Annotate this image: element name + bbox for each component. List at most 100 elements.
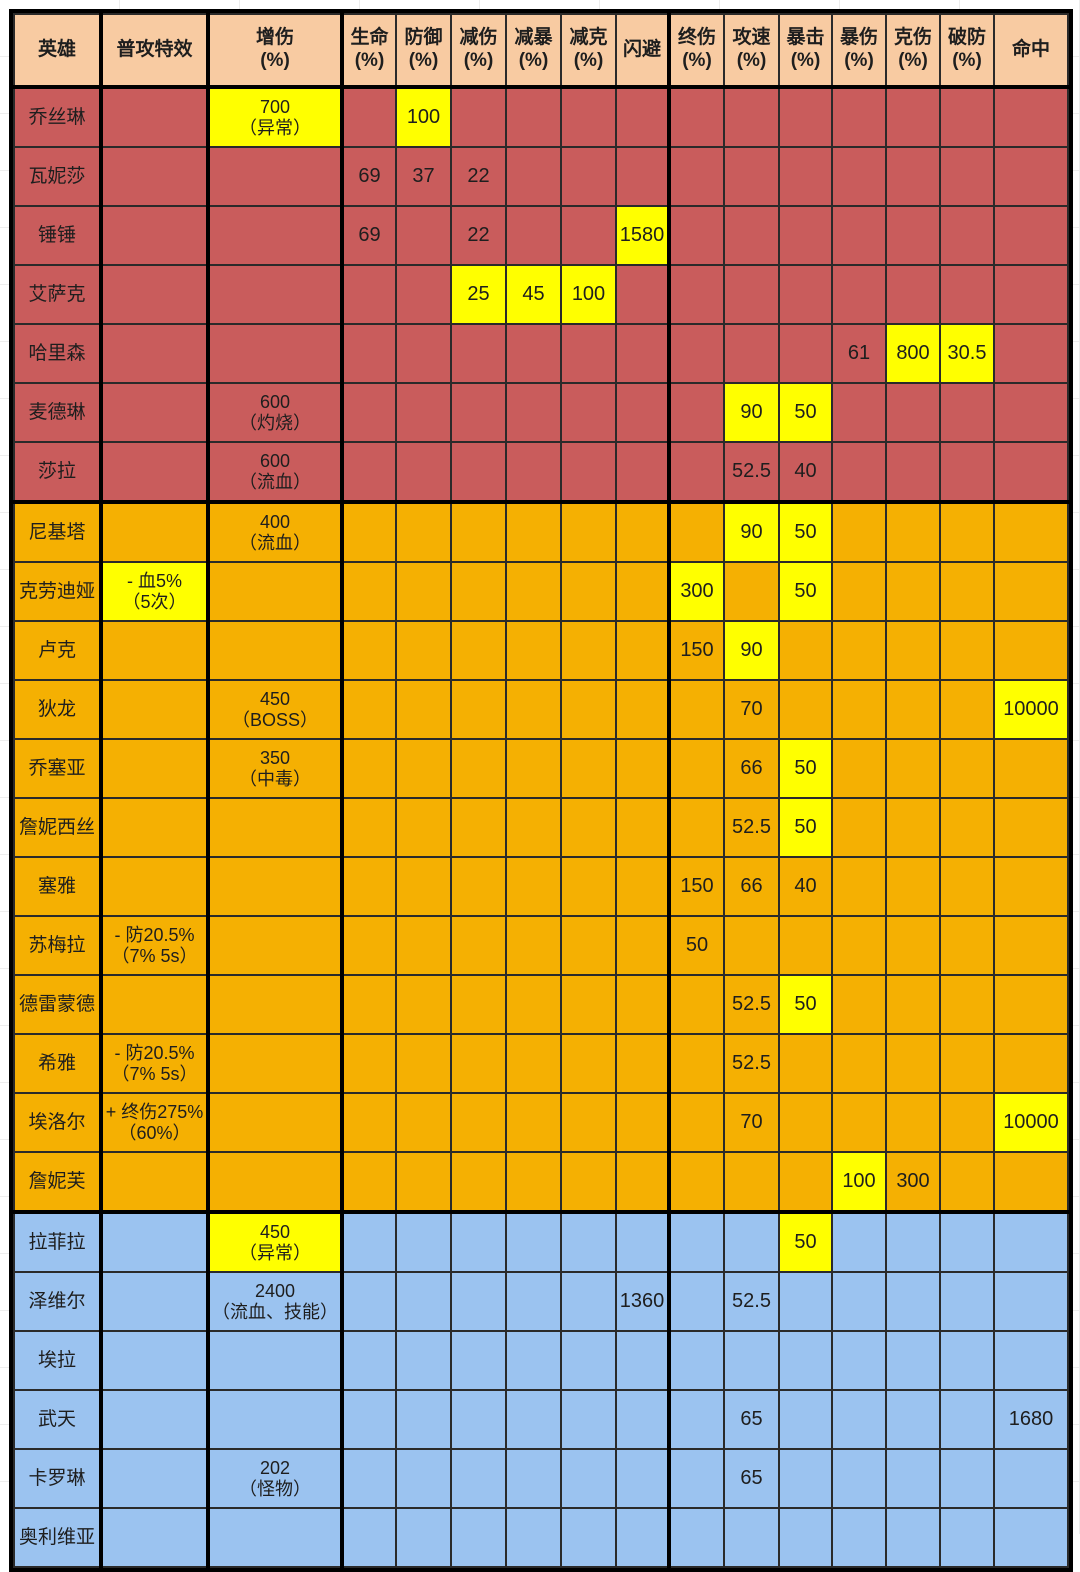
stat-cell (939, 1151, 995, 1213)
stat-cell (505, 1448, 562, 1509)
stat-cell (341, 1271, 397, 1332)
stat-cell (615, 441, 671, 503)
stat-cell (939, 264, 995, 325)
stat-cell (939, 146, 995, 207)
stat-cell (993, 974, 1069, 1035)
stat-cell (505, 500, 562, 563)
stat-cell (395, 205, 452, 266)
stat-cell (993, 1210, 1069, 1273)
column-header: 攻速 (%) (723, 13, 780, 88)
stat-cell (615, 323, 671, 384)
stat-cell (831, 561, 887, 622)
stat-cell (885, 1271, 941, 1332)
stat-cell (395, 974, 452, 1035)
stat-cell (939, 620, 995, 681)
stat-cell (450, 382, 507, 443)
stat-cell (450, 679, 507, 740)
stat-cell (885, 1448, 941, 1509)
stat-cell: 150 (668, 620, 725, 681)
stat-cell (831, 915, 887, 976)
stat-cell: 1680 (993, 1389, 1069, 1450)
stat-cell (450, 974, 507, 1035)
column-header: 防御 (%) (395, 13, 452, 88)
stat-cell (831, 85, 887, 148)
stat-cell (939, 1448, 995, 1509)
stat-cell: 90 (723, 620, 780, 681)
stat-cell (341, 561, 397, 622)
stat-cell (450, 1271, 507, 1332)
stat-cell (778, 205, 833, 266)
stat-cell (505, 974, 562, 1035)
hero-name-cell: 塞雅 (13, 856, 103, 917)
stat-cell: 1360 (615, 1271, 671, 1332)
stat-cell (341, 1210, 397, 1273)
stat-cell: 70 (723, 679, 780, 740)
effect-cell (100, 856, 210, 917)
stat-cell (885, 856, 941, 917)
stat-cell (831, 500, 887, 563)
stat-cell (341, 738, 397, 799)
stat-cell (207, 1330, 344, 1391)
effect-cell: - 血5% （5次） (100, 561, 210, 622)
hero-name-cell: 詹妮芙 (13, 1151, 103, 1213)
stat-cell: 50 (778, 382, 833, 443)
stat-cell (395, 1092, 452, 1153)
stat-cell (831, 264, 887, 325)
stat-cell (395, 1507, 452, 1568)
stat-cell (668, 1092, 725, 1153)
effect-cell (100, 1507, 210, 1568)
stat-cell: 65 (723, 1389, 780, 1450)
stat-cell (885, 1330, 941, 1391)
stat-cell (395, 561, 452, 622)
stat-cell (505, 382, 562, 443)
stat-cell (615, 500, 671, 563)
stat-cell (207, 1389, 344, 1450)
stat-cell (723, 146, 780, 207)
hero-name-cell: 詹妮西丝 (13, 797, 103, 858)
stat-cell (939, 974, 995, 1035)
stat-cell: 52.5 (723, 797, 780, 858)
hero-name-cell: 克劳迪娅 (13, 561, 103, 622)
stat-cell (993, 1151, 1069, 1213)
stat-cell (341, 915, 397, 976)
stat-cell (831, 974, 887, 1035)
table-row: 瓦妮莎 69 37 22 (13, 146, 1069, 207)
stat-cell (450, 738, 507, 799)
stat-cell (723, 205, 780, 266)
stat-cell: 600 （流血） (207, 441, 344, 503)
stat-cell (450, 1033, 507, 1094)
stat-cell (993, 1271, 1069, 1332)
column-header: 减暴 (%) (505, 13, 562, 88)
stat-cell (993, 205, 1069, 266)
stat-cell (939, 1033, 995, 1094)
stat-cell (560, 974, 617, 1035)
hero-name-cell: 卡罗琳 (13, 1448, 103, 1509)
stat-cell (885, 264, 941, 325)
stat-cell (560, 1210, 617, 1273)
stat-cell (668, 205, 725, 266)
stat-cell (341, 797, 397, 858)
stat-cell (207, 264, 344, 325)
stat-cell (723, 1210, 780, 1273)
stat-cell (993, 561, 1069, 622)
table-row: 詹妮芙 100 300 (13, 1151, 1069, 1213)
stat-cell (939, 205, 995, 266)
stat-cell: 450 （BOSS） (207, 679, 344, 740)
table-row: 泽维尔 2400 （流血、技能） 1360 52.5 (13, 1271, 1069, 1332)
stat-cell (723, 85, 780, 148)
stat-cell (993, 620, 1069, 681)
stat-cell (560, 1507, 617, 1568)
table-row: 希雅 - 防20.5% （7% 5s） 52.5 (13, 1033, 1069, 1094)
stat-cell (560, 856, 617, 917)
table-row: 埃拉 (13, 1330, 1069, 1391)
stat-cell (615, 1151, 671, 1213)
stat-cell (831, 1507, 887, 1568)
table-row: 麦德琳 600 （灼烧） 90 50 (13, 382, 1069, 443)
stat-cell (505, 1330, 562, 1391)
column-header: 闪避 (615, 13, 671, 88)
hero-name-cell: 莎拉 (13, 441, 103, 503)
stat-cell (615, 738, 671, 799)
stat-cell (560, 500, 617, 563)
stat-cell (207, 205, 344, 266)
stat-cell (831, 1033, 887, 1094)
